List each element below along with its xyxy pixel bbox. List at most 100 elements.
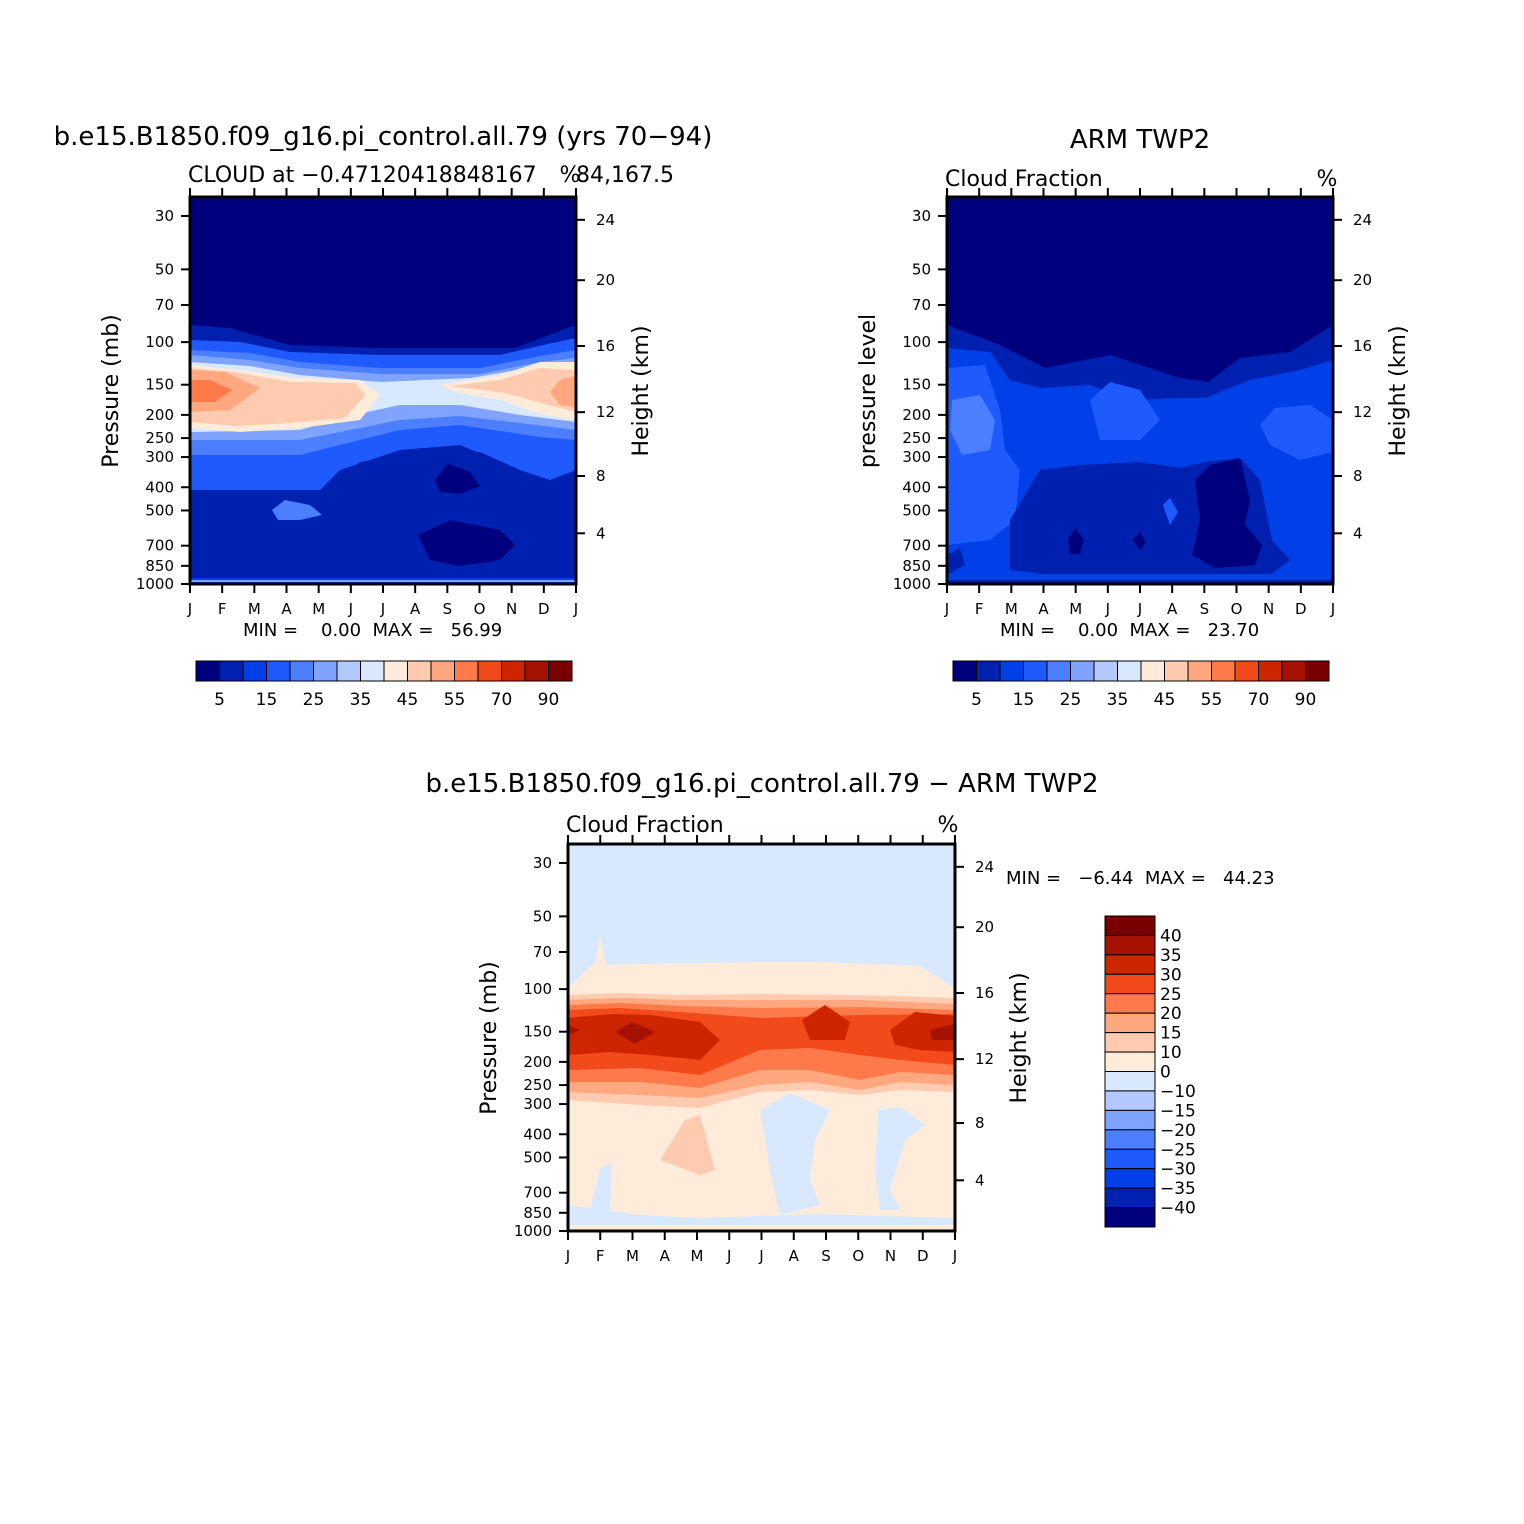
colorbar-label: −40	[1160, 1199, 1196, 1219]
y-right-tick-label: 4	[975, 1171, 985, 1189]
x-tick-label: J	[573, 600, 578, 618]
panel-diff-y-label: Pressure (mb)	[477, 961, 502, 1115]
x-tick-label: F	[975, 600, 984, 618]
colorbar-swatch	[1093, 660, 1118, 682]
y-right-tick-label: 8	[1353, 467, 1363, 485]
x-tick-label: S	[1200, 600, 1210, 618]
field-region-low	[1163, 498, 1178, 525]
x-tick-label: F	[218, 600, 227, 618]
y-right-tick-label: 16	[1353, 337, 1372, 355]
y-tick-label: 500	[902, 501, 931, 519]
colorbar-label: 15	[256, 690, 278, 710]
colorbar-swatch	[1104, 934, 1156, 956]
colorbar-label: 15	[1013, 690, 1035, 710]
x-tick-label: J	[1137, 600, 1142, 618]
colorbar-swatch	[952, 660, 977, 682]
colorbar-swatch	[1104, 1168, 1156, 1189]
field-region-neg	[590, 1163, 612, 1210]
field-region-low	[272, 500, 322, 520]
colorbar-swatch	[477, 660, 502, 682]
field-region-pos	[890, 1012, 955, 1052]
colorbar-swatch	[1187, 660, 1212, 682]
colorbar-swatch	[1104, 1148, 1156, 1170]
panel-obs-field	[947, 197, 1333, 584]
colorbar-swatch	[219, 660, 244, 682]
y-tick-label: 50	[533, 907, 552, 925]
panel-obs-y-label-right: Height (km)	[1386, 325, 1411, 456]
y-tick-label: 300	[145, 448, 174, 466]
y-right-tick-label: 20	[975, 918, 994, 936]
y-right-tick-label: 16	[596, 337, 615, 355]
field-region-low	[418, 520, 515, 566]
x-tick-label: J	[1105, 600, 1110, 618]
y-tick-label: 400	[902, 478, 931, 496]
y-right-tick-label: 4	[596, 524, 606, 542]
panel-obs-units: %	[1317, 167, 1338, 192]
y-right-tick-label: 20	[1353, 271, 1372, 289]
colorbar-swatch	[1234, 660, 1259, 682]
colorbar-swatch	[1104, 1012, 1156, 1034]
y-right-tick-label: 8	[596, 467, 606, 485]
field-region-pos	[660, 1115, 715, 1175]
field-region-low	[1133, 532, 1146, 550]
field-region-surface	[190, 580, 576, 582]
x-tick-label: M	[626, 1247, 639, 1265]
x-tick-label: O	[1231, 600, 1243, 618]
colorbar-swatch	[1104, 1090, 1156, 1111]
y-right-tick-label: 24	[1353, 211, 1372, 229]
colorbar-label: 70	[491, 690, 513, 710]
colorbar-label: 0	[1160, 1063, 1171, 1083]
colorbar-label: −20	[1160, 1121, 1196, 1141]
colorbar-swatch	[1104, 1071, 1156, 1092]
colorbar-label: −35	[1160, 1179, 1196, 1199]
y-right-tick-label: 20	[596, 271, 615, 289]
y-tick-label: 150	[523, 1023, 552, 1041]
field-region-warm	[450, 368, 576, 412]
colorbar-swatch	[313, 660, 338, 682]
colorbar-label: 25	[303, 690, 325, 710]
panel-diff-title: b.e15.B1850.f09_g16.pi_control.all.79 − …	[426, 769, 1099, 799]
colorbar-label: 70	[1248, 690, 1270, 710]
panel-diff-y-label-right: Height (km)	[1007, 972, 1032, 1103]
colorbar-label: 25	[1160, 985, 1182, 1005]
colorbar-swatch	[1104, 1129, 1156, 1150]
y-right-tick-label: 12	[975, 1050, 994, 1068]
colorbar-swatch	[1046, 660, 1071, 682]
x-tick-label: D	[538, 600, 550, 618]
x-tick-label: N	[885, 1247, 896, 1265]
field-region-warm	[190, 380, 232, 402]
y-right-tick-label: 24	[596, 211, 615, 229]
y-tick-label: 700	[523, 1184, 552, 1202]
panel-model-y-label: Pressure (mb)	[99, 314, 124, 468]
colorbar-swatch	[1258, 660, 1283, 682]
panel-diff-min-max: MIN = −6.44 MAX = 44.23	[1006, 868, 1275, 889]
colorbar-swatch	[1104, 1207, 1156, 1228]
x-tick-label: J	[565, 1247, 570, 1265]
field-region-warm	[550, 376, 576, 407]
x-tick-label: N	[1263, 600, 1274, 618]
colorbar-label: 5	[971, 690, 982, 710]
y-tick-label: 850	[523, 1204, 552, 1222]
y-tick-label: 150	[145, 376, 174, 394]
colorbar-swatch	[999, 660, 1024, 682]
y-tick-label: 1000	[136, 575, 174, 593]
y-tick-label: 500	[523, 1148, 552, 1166]
panel-model: b.e15.B1850.f09_g16.pi_control.all.79 (y…	[54, 122, 713, 710]
panel-model-subtitle-right: 84,167.5	[576, 163, 674, 188]
y-tick-label: 400	[523, 1125, 552, 1143]
y-tick-label: 1000	[893, 575, 931, 593]
colorbar-swatch	[1211, 660, 1236, 682]
x-tick-label: J	[758, 1247, 763, 1265]
colorbar-swatch	[1104, 1051, 1156, 1072]
y-tick-label: 400	[145, 478, 174, 496]
colorbar-swatch	[1104, 915, 1156, 936]
colorbar-label: 40	[1160, 926, 1182, 946]
x-tick-label: M	[691, 1247, 704, 1265]
y-tick-label: 250	[902, 429, 931, 447]
panel-obs: ARM TWP2 Cloud Fraction % J F M A M J J A S O N D J 3…	[856, 125, 1411, 710]
colorbar-label: 45	[397, 690, 419, 710]
x-tick-label: M	[1005, 600, 1018, 618]
